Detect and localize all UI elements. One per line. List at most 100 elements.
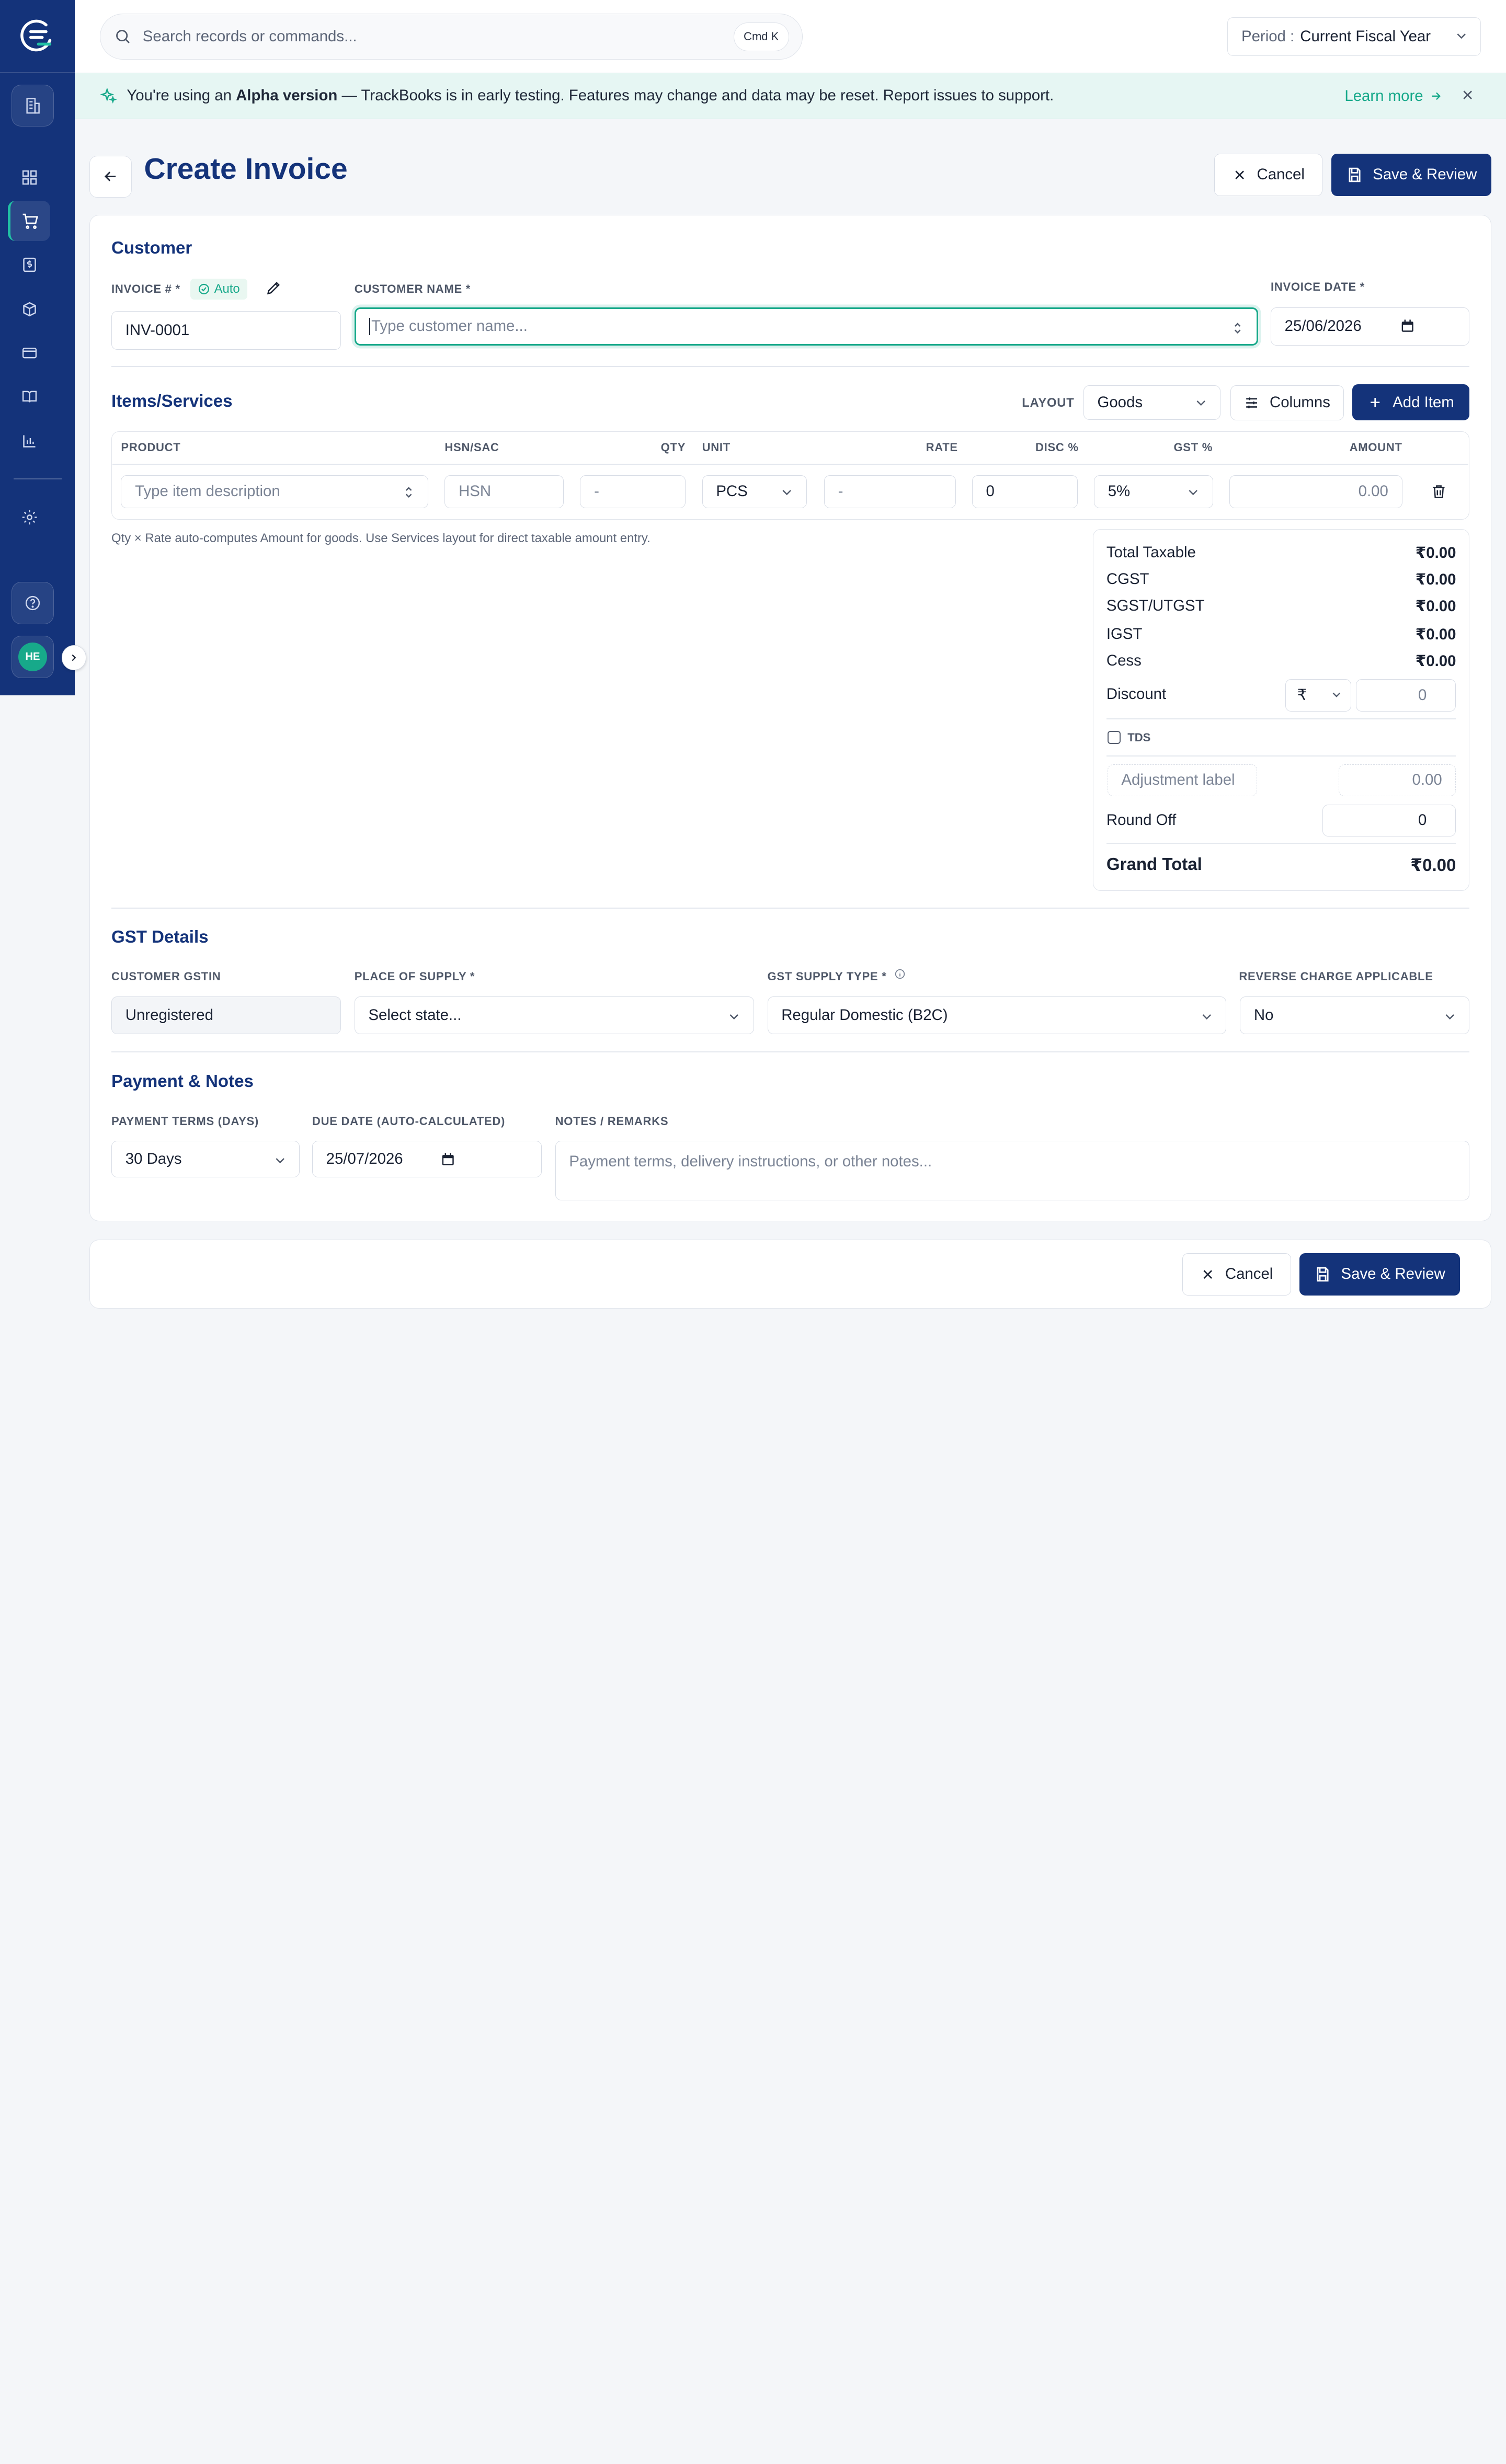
shortcut-badge: Cmd K	[733, 22, 789, 52]
col-qty: QTY	[660, 441, 686, 454]
col-gst: GST %	[1173, 441, 1213, 454]
qty-input[interactable]: -	[580, 475, 686, 508]
unit-select[interactable]: PCS	[702, 475, 807, 508]
reverse-charge-label: REVERSE CHARGE APPLICABLE	[1239, 970, 1433, 983]
layout-label: LAYOUT	[1022, 395, 1075, 410]
due-date-input[interactable]: 25/07/2026	[312, 1140, 542, 1177]
items-note: Qty × Rate auto-computes Amount for good…	[111, 531, 651, 545]
sidebar-item-dashboard[interactable]	[9, 157, 51, 198]
payment-terms-select[interactable]: 30 Days	[111, 1140, 300, 1177]
total-taxable-row: Total Taxable ₹0.00	[1106, 543, 1456, 561]
sidebar-item-ledger[interactable]	[9, 376, 51, 417]
check-circle-icon	[199, 283, 210, 294]
columns-button[interactable]: Columns	[1230, 385, 1344, 421]
close-icon	[1235, 170, 1244, 179]
back-button[interactable]	[89, 155, 132, 198]
edit-invoice-number-button[interactable]	[265, 279, 282, 301]
sgst-row: SGST/UTGST ₹0.00	[1106, 597, 1456, 615]
payment-terms-label: PAYMENT TERMS (DAYS)	[111, 1115, 259, 1128]
discount-type-select[interactable]: ₹	[1285, 679, 1352, 712]
sidebar-item-invoices[interactable]	[9, 245, 51, 285]
auto-badge: Auto	[190, 278, 248, 300]
cgst-row: CGST ₹0.00	[1106, 570, 1456, 588]
period-select[interactable]: Period : Current Fiscal Year	[1227, 17, 1481, 56]
igst-row: IGST ₹0.00	[1106, 625, 1456, 643]
alpha-banner: You're using an Alpha version — TrackBoo…	[75, 73, 1506, 119]
learn-more-link[interactable]: Learn more	[1344, 87, 1442, 105]
close-icon	[1463, 90, 1472, 100]
place-of-supply-select[interactable]: Select state...	[354, 996, 754, 1035]
supply-type-select[interactable]: Regular Domestic (B2C)	[767, 996, 1227, 1035]
due-date-label: DUE DATE (AUTO-CALCULATED)	[312, 1115, 506, 1128]
sidebar-item-sales[interactable]	[7, 200, 50, 241]
save-icon	[1317, 1267, 1329, 1282]
topbar: Search records or commands... Cmd K Peri…	[75, 0, 1506, 73]
sidebar-item-payments[interactable]	[9, 332, 51, 372]
add-item-button[interactable]: Add Item	[1352, 384, 1470, 421]
footer-save-review-button[interactable]: Save & Review	[1299, 1253, 1460, 1296]
chevron-down-icon	[1189, 489, 1198, 495]
app-logo-icon[interactable]	[17, 17, 55, 55]
payment-section-title: Payment & Notes	[111, 1071, 254, 1091]
updown-chevron-icon	[405, 487, 412, 498]
discount-value-input[interactable]: 0	[1356, 679, 1456, 712]
footer-cancel-button[interactable]: Cancel	[1182, 1253, 1291, 1296]
banner-message: You're using an Alpha version — TrackBoo…	[127, 87, 1054, 105]
invoice-number-label: INVOICE # *	[111, 282, 180, 295]
disc-input[interactable]: 0	[972, 475, 1078, 508]
book-icon	[22, 391, 37, 403]
company-switcher-button[interactable]	[12, 84, 54, 127]
layout-select[interactable]: Goods	[1083, 385, 1221, 420]
search-icon	[116, 30, 130, 44]
chevron-down-icon	[1445, 1014, 1454, 1019]
invoice-date-label: INVOICE DATE *	[1270, 280, 1365, 294]
sidebar-item-inventory[interactable]	[9, 289, 51, 329]
tds-checkbox[interactable]	[1107, 730, 1121, 744]
period-value: Current Fiscal Year	[1300, 27, 1431, 45]
gst-select[interactable]: 5%	[1094, 475, 1213, 508]
sidebar-expand-button[interactable]	[61, 645, 87, 670]
info-icon[interactable]	[894, 966, 906, 984]
sidebar-item-reports[interactable]	[9, 420, 51, 461]
rate-input[interactable]: -	[824, 475, 956, 508]
product-input[interactable]: Type item description	[121, 475, 429, 508]
user-menu-button[interactable]: HE	[12, 635, 54, 678]
help-icon	[25, 595, 40, 611]
close-icon	[1203, 1270, 1213, 1279]
calendar-icon	[1401, 319, 1413, 332]
place-of-supply-label: PLACE OF SUPPLY *	[354, 970, 475, 983]
delete-row-button[interactable]	[1430, 483, 1447, 505]
page-title: Create Invoice	[144, 152, 348, 186]
tds-label: TDS	[1127, 730, 1151, 744]
round-off-input[interactable]: 0	[1322, 805, 1456, 836]
save-icon	[1349, 167, 1361, 182]
notes-textarea[interactable]: Payment terms, delivery instructions, or…	[555, 1140, 1470, 1200]
chevron-down-icon	[1332, 692, 1340, 697]
gstin-input[interactable]: Unregistered	[111, 996, 341, 1035]
customer-name-input[interactable]: Type customer name...	[354, 307, 1259, 346]
col-product: PRODUCT	[121, 441, 181, 454]
gstin-label: CUSTOMER GSTIN	[111, 970, 221, 983]
chevron-down-icon	[1202, 1014, 1211, 1019]
hsn-input[interactable]: HSN	[444, 475, 564, 508]
items-section-title: Items/Services	[111, 392, 233, 411]
banner-close-button[interactable]	[1460, 87, 1475, 107]
sidebar-item-settings[interactable]	[9, 497, 51, 537]
col-unit: UNIT	[702, 441, 731, 454]
adjustment-value-input[interactable]: 0.00	[1339, 764, 1456, 796]
search-input[interactable]: Search records or commands... Cmd K	[100, 13, 803, 60]
adjustment-label-input[interactable]: Adjustment label	[1107, 764, 1258, 796]
reverse-charge-select[interactable]: No	[1240, 996, 1470, 1035]
col-disc: DISC %	[1035, 441, 1079, 454]
help-button[interactable]	[12, 582, 54, 624]
box-icon	[23, 302, 37, 317]
invoice-number-input[interactable]: INV-0001	[111, 311, 341, 350]
amount-input[interactable]: 0.00	[1229, 475, 1402, 508]
cess-row: Cess ₹0.00	[1106, 652, 1456, 670]
save-review-button[interactable]: Save & Review	[1331, 153, 1492, 196]
invoice-date-input[interactable]: 25/06/2026	[1270, 307, 1470, 346]
gear-icon	[22, 510, 37, 525]
pencil-icon	[267, 282, 280, 295]
updown-chevron-icon	[1234, 323, 1241, 334]
cancel-button[interactable]: Cancel	[1214, 153, 1323, 196]
